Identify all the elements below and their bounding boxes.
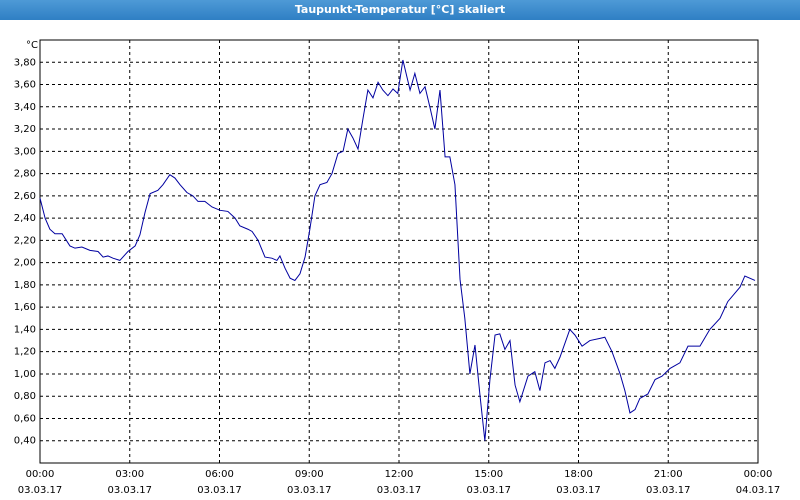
x-tick-label: 12:00 [385, 469, 414, 480]
x-tick-date: 04.03.17 [736, 485, 781, 496]
y-tick-label: 1,40 [14, 324, 36, 335]
y-tick-label: 1,20 [14, 347, 36, 358]
y-tick-label: 2,00 [14, 258, 36, 269]
y-tick-label: 1,60 [14, 302, 36, 313]
y-tick-label: 3,40 [14, 102, 36, 113]
x-tick-date: 03.03.17 [197, 485, 242, 496]
y-tick-label: 0,60 [14, 413, 36, 424]
y-unit: °C [26, 40, 38, 51]
y-tick-label: 2,60 [14, 191, 36, 202]
y-tick-label: 0,40 [14, 436, 36, 447]
data-line [39, 59, 756, 441]
y-tick-label: 3,20 [14, 124, 36, 135]
y-tick-label: 3,60 [14, 80, 36, 91]
y-tick-label: 3,00 [14, 146, 36, 157]
x-tick-label: 15:00 [474, 469, 503, 480]
plot-frame [39, 39, 759, 464]
y-tick-label: 3,80 [14, 57, 36, 68]
x-tick-label: 06:00 [205, 469, 234, 480]
x-tick-date: 03.03.17 [466, 485, 511, 496]
y-tick-label: 2,20 [14, 235, 36, 246]
x-tick-label: 18:00 [564, 469, 593, 480]
y-tick-label: 2,40 [14, 213, 36, 224]
x-tick-date: 03.03.17 [107, 485, 152, 496]
x-tick-label: 03:00 [115, 469, 144, 480]
y-tick-label: 1,80 [14, 280, 36, 291]
x-tick-date: 03.03.17 [18, 485, 63, 496]
x-tick-date: 03.03.17 [646, 485, 691, 496]
x-tick-date: 03.03.17 [377, 485, 422, 496]
window-title: Taupunkt-Temperatur [°C] skaliert [0, 0, 800, 20]
x-tick-label: 21:00 [654, 469, 683, 480]
y-tick-label: 2,80 [14, 169, 36, 180]
x-tick-date: 03.03.17 [556, 485, 601, 496]
x-tick-label: 09:00 [295, 469, 324, 480]
x-tick-date: 03.03.17 [287, 485, 332, 496]
x-tick-label: 00:00 [744, 469, 773, 480]
y-tick-label: 0,80 [14, 391, 36, 402]
x-tick-label: 00:00 [26, 469, 55, 480]
y-tick-label: 1,00 [14, 369, 36, 380]
